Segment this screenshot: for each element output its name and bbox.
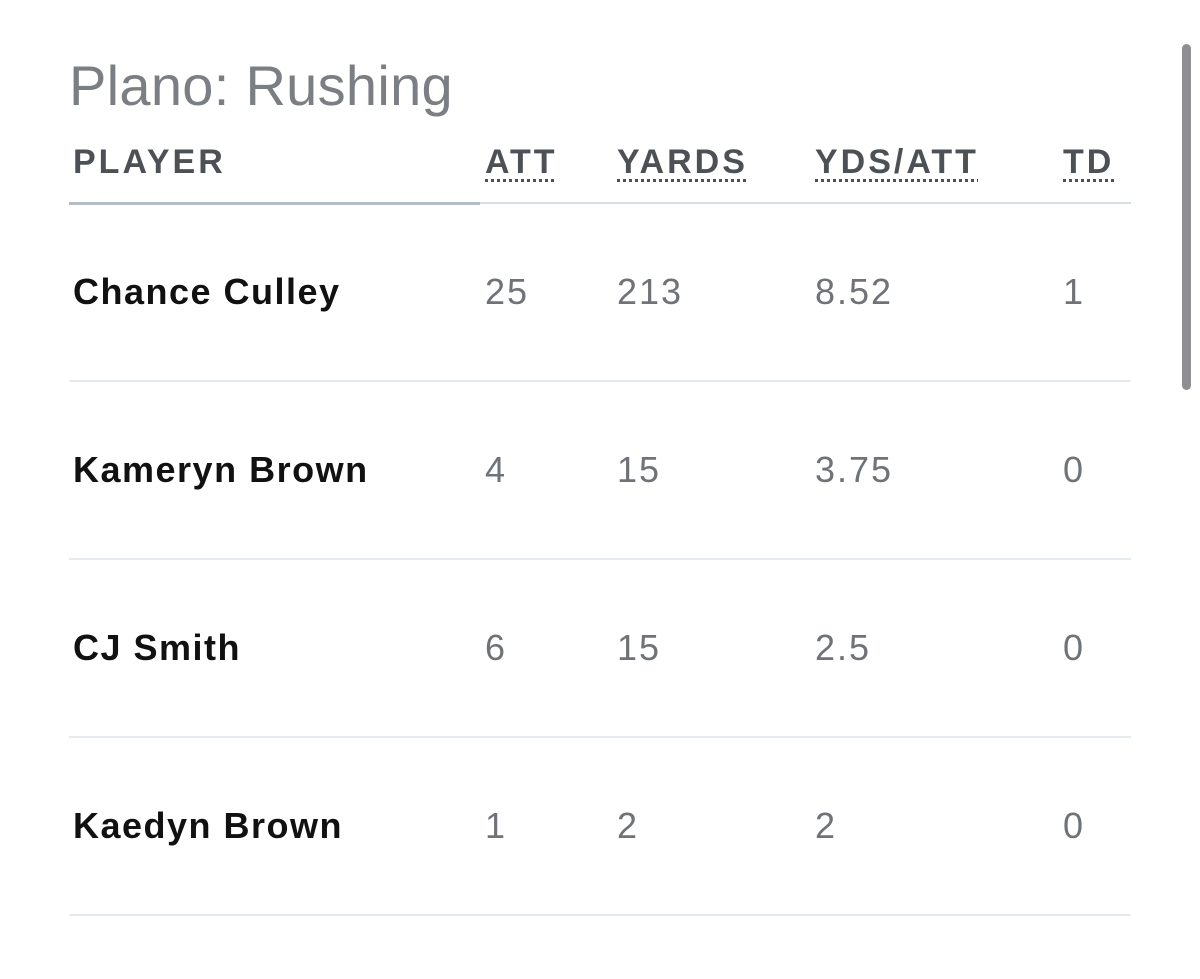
att-value: 6 bbox=[485, 627, 508, 668]
table-row: Kaedyn Brown 1 2 2 0 bbox=[69, 738, 1131, 916]
table-header-row: PLAYER ATT YARDS YDS/ATT TD bbox=[69, 120, 1131, 205]
att-value: 1 bbox=[485, 805, 508, 846]
header-yards[interactable]: YARDS bbox=[617, 143, 748, 181]
yards-value: 2 bbox=[617, 805, 640, 846]
yards-value: 15 bbox=[617, 449, 662, 490]
header-player[interactable]: PLAYER bbox=[73, 143, 226, 181]
yds-per-att-value: 3.75 bbox=[815, 449, 894, 490]
yds-per-att-value: 2.5 bbox=[815, 627, 872, 668]
yards-value: 213 bbox=[617, 271, 684, 312]
td-value: 0 bbox=[1063, 449, 1086, 490]
player-name: Kameryn Brown bbox=[73, 449, 369, 490]
yds-per-att-value: 2 bbox=[815, 805, 838, 846]
td-value: 0 bbox=[1063, 627, 1086, 668]
page-title: Plano: Rushing bbox=[69, 53, 454, 117]
sort-indicator-underline bbox=[69, 202, 480, 205]
table-row: Kameryn Brown 4 15 3.75 0 bbox=[69, 382, 1131, 560]
player-name: CJ Smith bbox=[73, 627, 242, 668]
rushing-stats-table: PLAYER ATT YARDS YDS/ATT TD Chance Culle… bbox=[69, 120, 1131, 916]
player-name: Kaedyn Brown bbox=[73, 805, 344, 846]
vertical-scrollbar-thumb[interactable] bbox=[1182, 44, 1191, 390]
header-td[interactable]: TD bbox=[1063, 143, 1115, 181]
td-value: 1 bbox=[1063, 271, 1086, 312]
table-row: Chance Culley 25 213 8.52 1 bbox=[69, 204, 1131, 382]
player-name: Chance Culley bbox=[73, 271, 341, 312]
att-value: 4 bbox=[485, 449, 508, 490]
td-value: 0 bbox=[1063, 805, 1086, 846]
header-att[interactable]: ATT bbox=[485, 143, 558, 181]
yds-per-att-value: 8.52 bbox=[815, 271, 894, 312]
yards-value: 15 bbox=[617, 627, 662, 668]
att-value: 25 bbox=[485, 271, 530, 312]
header-yds-per-att[interactable]: YDS/ATT bbox=[815, 143, 979, 181]
table-row: CJ Smith 6 15 2.5 0 bbox=[69, 560, 1131, 738]
